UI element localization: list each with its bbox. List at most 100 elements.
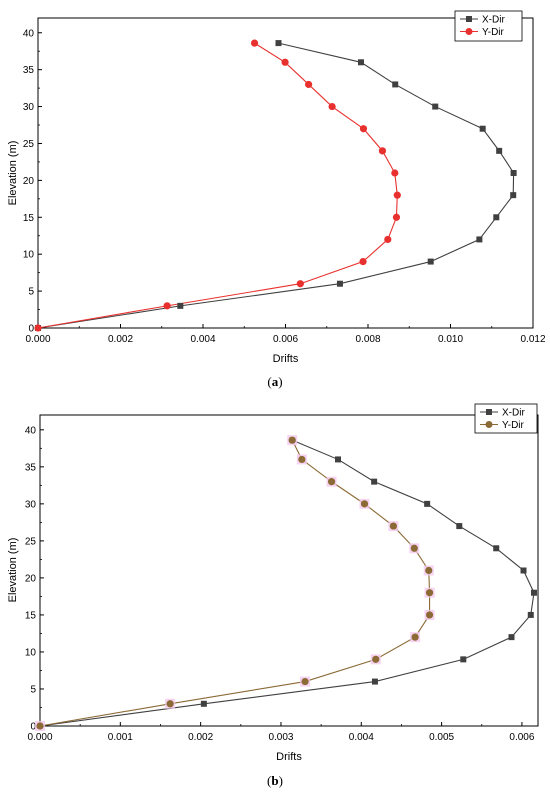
data-point-y-dir: [281, 58, 289, 66]
x-tick-label: 0.012: [520, 334, 545, 345]
series-line-x-dir: [39, 439, 535, 727]
legend-marker: [485, 421, 493, 428]
data-point-y-dir: [389, 522, 398, 530]
plot-area-b: [39, 414, 539, 727]
data-point-x-dir: [200, 700, 207, 707]
y-tick-label: 20: [23, 176, 35, 187]
y-tick-label: 15: [23, 213, 35, 224]
legend-label: Y-Dir: [502, 420, 525, 431]
data-point-x-dir: [493, 214, 500, 221]
x-tick-label: 0.004: [190, 334, 215, 345]
y-tick-label: 30: [25, 499, 37, 510]
data-point-y-dir: [163, 302, 171, 310]
y-axis-label-a: Elevation (m): [7, 141, 19, 206]
y-tick-label: 10: [25, 647, 37, 658]
x-tick-label: 0.005: [429, 732, 454, 743]
y-tick-label: 0: [30, 722, 36, 733]
series-markers-b: [35, 435, 537, 731]
data-point-x-dir: [371, 478, 378, 485]
series-markers-a: [34, 39, 517, 332]
x-tick-label: 0.003: [268, 732, 293, 743]
data-point-y-dir: [378, 147, 387, 155]
data-point-y-dir: [410, 544, 418, 552]
data-point-x-dir: [476, 236, 483, 243]
legend-marker: [466, 16, 472, 22]
data-point-y-dir: [392, 213, 401, 221]
x-axis-label-b: Drifts: [276, 751, 302, 763]
y-tick-label: 25: [25, 536, 37, 547]
data-point-y-dir: [393, 191, 401, 199]
data-point-x-dir: [527, 611, 534, 618]
legend-box-b: [474, 403, 538, 434]
legend-label: X-Dir: [482, 15, 505, 26]
x-tick-label: 0.004: [349, 732, 374, 743]
data-point-y-dir: [372, 655, 380, 663]
data-point-y-dir: [359, 257, 367, 266]
panel-caption-a: (a): [267, 374, 282, 389]
data-point-x-dir: [510, 192, 517, 199]
data-point-y-dir: [384, 235, 392, 244]
data-point-y-dir: [305, 80, 313, 89]
x-tick-label: 0.006: [273, 334, 298, 345]
data-point-y-dir: [296, 280, 304, 288]
data-point-x-dir: [432, 103, 439, 110]
x-tick-label: 0.006: [509, 732, 534, 743]
data-point-x-dir: [424, 500, 431, 507]
y-tick-label: 5: [30, 684, 36, 695]
series-line-y-dir: [37, 42, 398, 329]
x-tick-label: 0.000: [25, 334, 50, 345]
data-point-x-dir: [493, 545, 500, 552]
y-tick-label: 10: [23, 250, 35, 261]
data-point-y-dir: [391, 169, 399, 177]
x-tick-label: 0.010: [438, 334, 463, 345]
y-tick-label: 15: [25, 610, 37, 621]
y-tick-label: 20: [25, 573, 37, 584]
data-point-x-dir: [275, 40, 282, 47]
data-point-y-dir: [359, 125, 368, 133]
y-tick-label: 5: [28, 287, 34, 298]
y-tick-label: 35: [23, 65, 35, 76]
data-point-y-dir: [327, 478, 336, 486]
data-point-x-dir: [427, 258, 434, 265]
data-point-x-dir: [520, 567, 527, 574]
chart-panel-a: 0 5 10 15 20 25 30 35 40 0.000 0.002 0.004 0.006 0.0…: [7, 10, 546, 389]
series-line-x-dir: [37, 42, 515, 329]
y-tick-label: 35: [25, 462, 37, 473]
data-point-y-dir: [425, 611, 434, 619]
data-point-y-dir: [298, 455, 306, 464]
x-tick-label: 0.001: [108, 732, 133, 743]
data-point-x-dir: [334, 456, 341, 463]
series-lines-a: [37, 42, 515, 329]
x-tick-label: 0.002: [188, 732, 213, 743]
data-point-y-dir: [288, 436, 296, 444]
data-point-y-dir: [166, 700, 174, 708]
legend-label: Y-Dir: [482, 27, 505, 38]
data-point-y-dir: [36, 722, 44, 730]
legend-label: X-Dir: [502, 408, 525, 419]
data-point-x-dir: [371, 678, 378, 685]
data-point-x-dir: [479, 125, 486, 132]
y-tick-label: 40: [23, 28, 35, 39]
data-point-x-dir: [530, 589, 537, 596]
y-axis-label-b: Elevation (m): [7, 538, 19, 603]
x-axis-label-a: Drifts: [273, 353, 299, 365]
data-point-x-dir: [456, 523, 463, 530]
data-point-y-dir: [411, 633, 419, 641]
panel-caption-b: (b): [267, 773, 283, 788]
x-axis-a: 0.000 0.002 0.004 0.006 0.008 0.010 0.012: [25, 324, 546, 345]
y-tick-label: 25: [23, 139, 35, 150]
data-point-x-dir: [177, 302, 184, 309]
x-tick-label: 0.000: [27, 732, 52, 743]
legend-marker: [486, 409, 492, 415]
data-point-y-dir: [425, 566, 433, 575]
series-lines-b: [39, 439, 535, 727]
y-tick-label: 30: [23, 102, 35, 113]
data-point-x-dir: [357, 59, 364, 66]
y-tick-label: 40: [25, 425, 37, 436]
data-point-x-dir: [336, 280, 343, 287]
y-tick-label: 0: [28, 324, 34, 335]
data-point-y-dir: [360, 500, 369, 508]
x-tick-label: 0.002: [108, 334, 133, 345]
